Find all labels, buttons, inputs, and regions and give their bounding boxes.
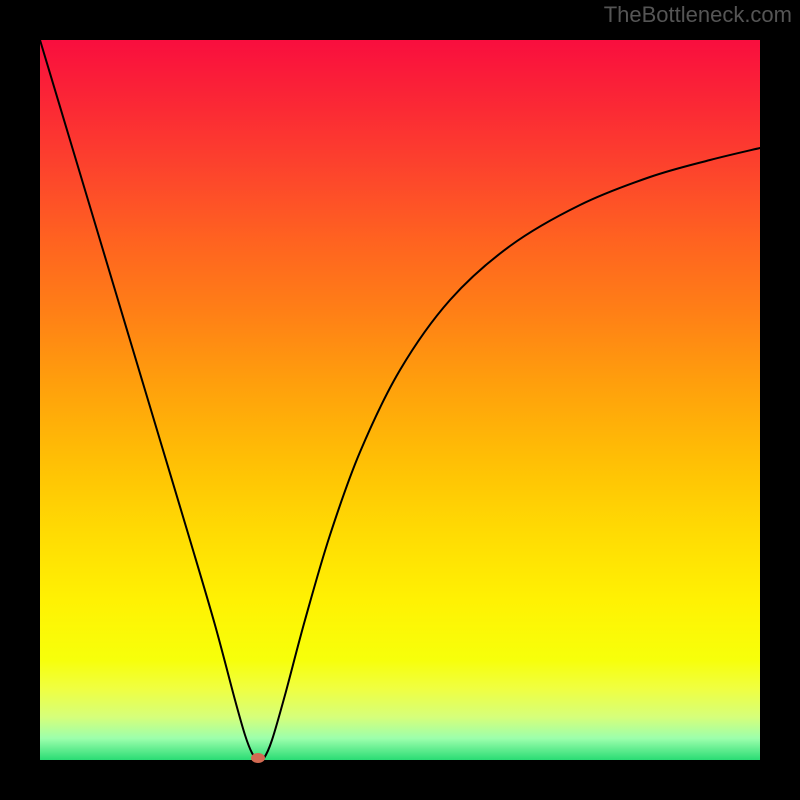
watermark-text: TheBottleneck.com bbox=[604, 2, 792, 28]
chart-container: TheBottleneck.com bbox=[0, 0, 800, 800]
bottleneck-chart bbox=[0, 0, 800, 800]
optimal-point-marker bbox=[251, 753, 265, 763]
